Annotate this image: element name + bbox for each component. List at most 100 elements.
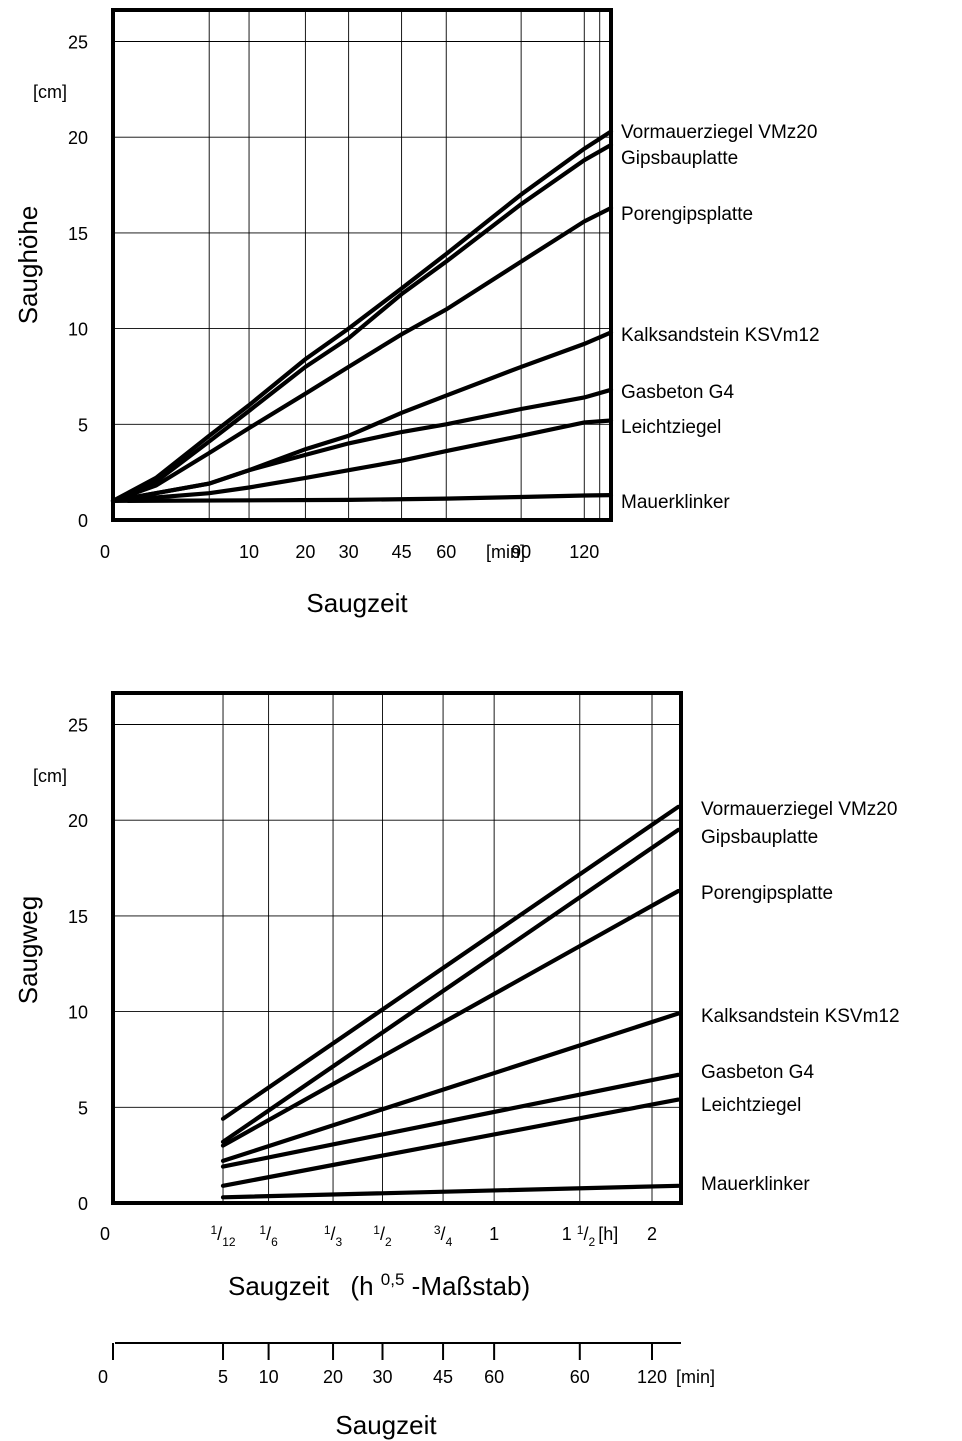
- secondary-axis-tick-label: 10: [259, 1367, 279, 1387]
- tick-numerator: 1: [373, 1223, 380, 1237]
- tick-slash: /: [441, 1224, 446, 1244]
- bottom-series-line: [220, 1183, 681, 1200]
- top-y-tick-label: 25: [68, 33, 88, 53]
- secondary-axis-tick-label: 45: [433, 1367, 453, 1387]
- tick-numerator: 1: [324, 1223, 331, 1237]
- bottom-x-tick-label: 1/6: [259, 1223, 278, 1249]
- secondary-minute-axis: 0 5 10 20 30 45 60 60 120: [98, 1342, 681, 1387]
- top-y-tick-labels: 0 5 10 15 20 25: [68, 33, 88, 532]
- top-x-tick-label: 90: [511, 542, 531, 562]
- secondary-axis-tick-label: 30: [372, 1367, 392, 1387]
- bottom-y-tick-label: 0: [78, 1194, 88, 1214]
- tick-denominator: 2: [385, 1235, 392, 1249]
- secondary-axis-unit: [min]: [676, 1367, 715, 1387]
- top-series-labels: Vormauerziegel VMz20 Gipsbauplatte Porengi…: [621, 122, 820, 513]
- bottom-series-label: Kalksandstein KSVm12: [701, 1006, 900, 1027]
- tick-slash: /: [266, 1224, 271, 1244]
- top-plot-frame: [111, 8, 613, 522]
- bottom-series-label: Gasbeton G4: [701, 1062, 814, 1083]
- tick-numerator: 1: [259, 1223, 266, 1237]
- secondary-axis-tick-label: 0: [98, 1367, 108, 1387]
- top-y-unit: [cm]: [33, 82, 67, 102]
- bottom-gridlines: [113, 693, 681, 1203]
- top-y-tick-label: 15: [68, 224, 88, 244]
- top-x-tick-label: 120: [569, 542, 599, 562]
- bottom-x-tick-label: 1 1/2 [h]: [562, 1223, 618, 1249]
- top-gridlines: [113, 10, 611, 520]
- top-y-tick-label: 20: [68, 128, 88, 148]
- top-chart: 0 5 10 15 20 25 0 10 20 30 45 60 90 120 Vormauerzieg…: [13, 8, 820, 618]
- secondary-axis-tick-label: 60: [484, 1367, 504, 1387]
- bottom-series-label: Gipsbauplatte: [701, 827, 818, 848]
- top-x-tick-label: 45: [392, 542, 412, 562]
- secondary-axis-tick-label: 5: [218, 1367, 228, 1387]
- secondary-axis-tick-label: 20: [323, 1367, 343, 1387]
- tick-denominator: 12: [222, 1235, 236, 1249]
- tick-numerator: 3: [434, 1223, 441, 1237]
- bottom-x-axis-title-tail: -Maßstab): [412, 1271, 530, 1301]
- tick-denominator: 2: [589, 1235, 596, 1249]
- top-series-line: [110, 387, 614, 503]
- bottom-y-tick-label: 15: [68, 907, 88, 927]
- secondary-axis-title: Saugzeit: [335, 1410, 437, 1440]
- top-series-label: Gipsbauplatte: [621, 148, 738, 169]
- bottom-y-tick-label: 25: [68, 716, 88, 736]
- tick-denominator: 6: [271, 1235, 278, 1249]
- bottom-x-tick-label: 0: [100, 1224, 110, 1244]
- tick-slash: /: [583, 1224, 588, 1244]
- bottom-x-tick-label: 1: [489, 1224, 499, 1244]
- secondary-axis-tick-label: 120: [637, 1367, 667, 1387]
- bottom-series-label: Vormauerziegel VMz20: [701, 799, 897, 820]
- bottom-series-line: [220, 1097, 681, 1188]
- top-x-tick-label: 20: [295, 542, 315, 562]
- top-x-tick-label: 60: [436, 542, 456, 562]
- secondary-axis-tick-label: 60: [570, 1367, 590, 1387]
- tick-numerator: 1: [210, 1223, 217, 1237]
- top-y-tick-label: 5: [78, 415, 88, 435]
- top-x-unit: [min]: [486, 542, 525, 562]
- tick-numerator: 1: [577, 1223, 584, 1237]
- bottom-plot-frame: [111, 691, 683, 1205]
- bottom-series-label: Mauerklinker: [701, 1174, 810, 1195]
- top-series-line: [110, 493, 614, 503]
- bottom-x-axis-title-main: Saugzeit: [228, 1271, 330, 1301]
- top-x-tick-labels: 0 10 20 30 45 60 90 120: [100, 542, 599, 562]
- bottom-series-label: Porengipsplatte: [701, 883, 833, 904]
- bottom-x-tick-label: 1/2: [373, 1223, 392, 1249]
- tick-slash: /: [331, 1224, 336, 1244]
- bottom-series-line: [220, 1072, 681, 1169]
- bottom-series-lines: [220, 804, 681, 1200]
- bottom-x-axis-title-sup: 0,5: [381, 1270, 405, 1289]
- bottom-series-line: [220, 804, 681, 1121]
- tick-unit: [h]: [598, 1224, 618, 1244]
- bottom-x-tick-labels: 0 1/121/61/31/23/4 1 1 1/2 [h] 2: [100, 1223, 657, 1249]
- top-y-tick-label: 10: [68, 320, 88, 340]
- top-series-label: Vormauerziegel VMz20: [621, 122, 817, 143]
- tick-denominator: 4: [446, 1235, 453, 1249]
- top-x-tick-label: 0: [100, 542, 110, 562]
- bottom-x-tick-label: 1/3: [324, 1223, 343, 1249]
- top-series-lines: [110, 129, 614, 503]
- top-series-line: [110, 205, 614, 503]
- tick-slash: /: [217, 1224, 222, 1244]
- bottom-x-axis-title-extra: (h: [350, 1271, 373, 1301]
- bottom-y-axis-title: Saugweg: [13, 896, 43, 1004]
- top-y-axis-title: Saughöhe: [13, 206, 43, 325]
- bottom-y-tick-label: 20: [68, 811, 88, 831]
- bottom-series-line: [220, 1011, 681, 1164]
- bottom-y-tick-label: 10: [68, 1003, 88, 1023]
- bottom-x-tick-label: 1/12: [210, 1223, 235, 1249]
- bottom-y-tick-label: 5: [78, 1098, 88, 1118]
- top-series-label: Gasbeton G4: [621, 382, 734, 403]
- top-x-axis-title: Saugzeit: [306, 588, 408, 618]
- top-series-line: [110, 418, 614, 503]
- top-x-tick-label: 30: [339, 542, 359, 562]
- bottom-x-axis-title: Saugzeit (h 0,5 -Maßstab): [228, 1261, 530, 1301]
- top-series-line: [110, 129, 614, 503]
- bottom-series-line: [220, 827, 681, 1144]
- tick-whole: 1: [562, 1224, 577, 1244]
- tick-slash: /: [380, 1224, 385, 1244]
- tick-denominator: 3: [336, 1235, 343, 1249]
